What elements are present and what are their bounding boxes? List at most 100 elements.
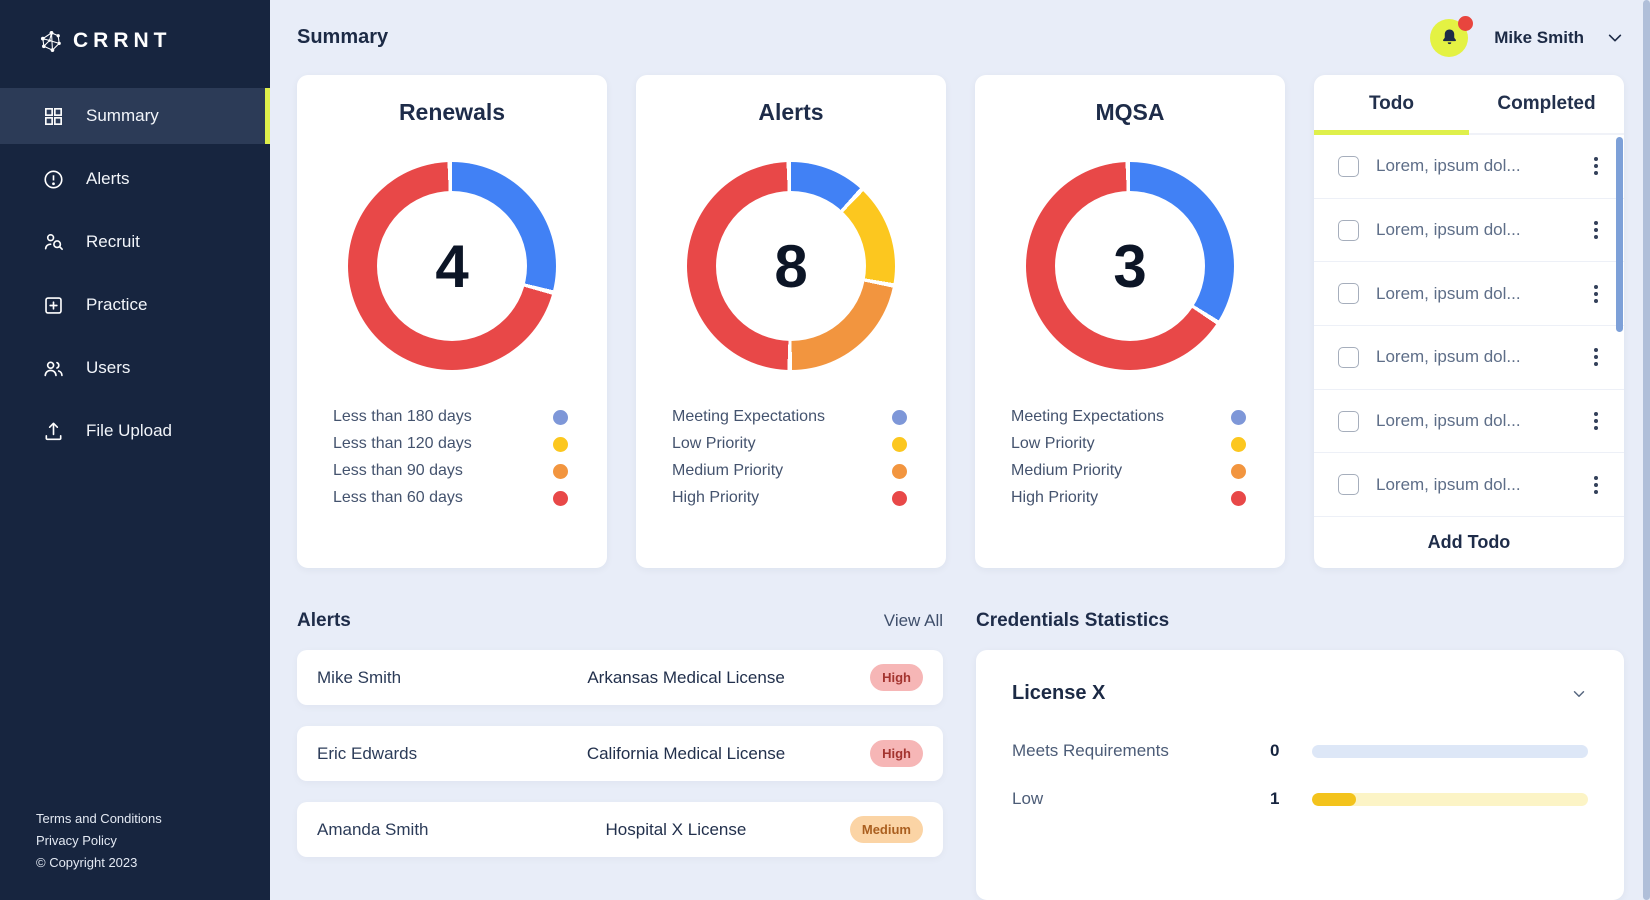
todo-list-item: Lorem, ipsum dol... [1314, 326, 1624, 390]
alerts-section-title: Alerts [297, 610, 351, 631]
credentials-section-title: Credentials Statistics [976, 610, 1170, 631]
card-title: Renewals [398, 99, 506, 126]
todo-list-item: Lorem, ipsum dol... [1314, 199, 1624, 263]
alerts-legend: Meeting Expectations Low Priority Medium… [636, 408, 946, 507]
notifications-button[interactable] [1430, 15, 1474, 57]
priority-badge: High [870, 740, 923, 767]
todo-list-item: Lorem, ipsum dol... [1314, 262, 1624, 327]
legend-dot [1231, 490, 1246, 506]
todo-checkbox[interactable] [1338, 474, 1359, 496]
todo-tabs: Todo Completed [1314, 75, 1624, 136]
legend-dot [553, 436, 568, 452]
alert-row[interactable]: Eric Edwards California Medical License … [297, 726, 943, 781]
credentials-section: Credentials Statistics License X Meets R… [976, 610, 1624, 900]
legend-dot [1231, 463, 1246, 479]
kebab-menu-icon[interactable] [1588, 214, 1604, 246]
todo-scrollbar[interactable] [1616, 137, 1623, 333]
terms-link[interactable]: Terms and Conditions [36, 811, 162, 826]
chevron-down-icon [1608, 34, 1622, 42]
card-title: MQSA [1095, 99, 1165, 126]
alert-person-name: Amanda Smith [317, 819, 429, 839]
sidebar-item-label: Practice [86, 295, 148, 314]
sidebar: CRRNT Summary Alerts Recruit [0, 0, 270, 900]
todo-checkbox[interactable] [1338, 219, 1359, 241]
alert-person-name: Mike Smith [317, 667, 402, 687]
sidebar-item-alerts[interactable]: Alerts [0, 151, 270, 207]
view-all-link[interactable]: View All [883, 611, 943, 630]
copyright-text: © Copyright 2023 [36, 855, 138, 870]
network-logo-icon [40, 30, 61, 52]
sidebar-item-label: Alerts [86, 169, 130, 188]
legend-label: Less than 180 days [333, 408, 472, 426]
sidebar-item-recruit[interactable]: Recruit [0, 214, 270, 270]
legend-label: Less than 60 days [333, 489, 463, 507]
priority-badge: High [870, 664, 923, 691]
alert-person-name: Eric Edwards [317, 743, 418, 763]
mqsa-donut-chart: 3 [1026, 162, 1234, 371]
sidebar-footer: Terms and Conditions Privacy Policy © Co… [0, 808, 270, 900]
users-icon [44, 360, 63, 376]
kebab-menu-icon[interactable] [1588, 150, 1604, 182]
tab-todo[interactable]: Todo [1314, 75, 1469, 136]
page-scrollbar[interactable] [1643, 0, 1650, 900]
legend-label: Less than 90 days [333, 462, 463, 480]
credentials-stat-row: Meets Requirements 0 [1012, 741, 1588, 761]
legend-dot [553, 490, 568, 506]
main-content: Summary Mike Smith Renewa [270, 0, 1650, 900]
user-menu-name[interactable]: Mike Smith [1494, 27, 1584, 47]
todo-list: Lorem, ipsum dol... Lorem, ipsum dol... … [1314, 135, 1624, 518]
grid-icon [45, 107, 62, 125]
sidebar-item-practice[interactable]: Practice [0, 277, 270, 333]
sidebar-item-summary[interactable]: Summary [0, 88, 270, 144]
todo-list-item: Lorem, ipsum dol... [1314, 135, 1624, 199]
user-menu-chevron[interactable] [1606, 29, 1624, 47]
legend-dot [892, 436, 907, 452]
tab-completed[interactable]: Completed [1497, 93, 1596, 115]
kebab-menu-icon[interactable] [1588, 405, 1604, 437]
todo-item-text: Lorem, ipsum dol... [1376, 156, 1521, 176]
stat-value: 1 [1270, 789, 1280, 808]
credentials-stat-row: Low 1 [1012, 789, 1588, 809]
legend-dot [1231, 436, 1246, 452]
todo-checkbox[interactable] [1338, 155, 1359, 177]
chevron-down-icon [1573, 690, 1585, 697]
kebab-menu-icon[interactable] [1588, 469, 1604, 501]
stat-progress-bar [1312, 744, 1588, 758]
legend-label: High Priority [672, 489, 760, 507]
license-group-header[interactable]: License X [1012, 682, 1588, 705]
privacy-link[interactable]: Privacy Policy [36, 833, 117, 848]
notification-dot [1458, 15, 1474, 31]
credentials-card: License X Meets Requirements 0 Low 1 [976, 650, 1624, 900]
person-search-icon [44, 233, 63, 250]
legend-label: Less than 120 days [333, 435, 472, 453]
donut-center-value: 4 [435, 232, 469, 300]
todo-checkbox[interactable] [1338, 346, 1359, 368]
renewals-card: Renewals 4 Less than 180 days Less than … [297, 75, 607, 568]
renewals-legend: Less than 180 days Less than 120 days Le… [297, 408, 607, 507]
alert-license: Arkansas Medical License [587, 667, 785, 687]
summary-cards-row: Renewals 4 Less than 180 days Less than … [297, 75, 1624, 568]
todo-list-item: Lorem, ipsum dol... [1314, 453, 1624, 518]
stat-label: Low [1012, 789, 1044, 808]
kebab-menu-icon[interactable] [1588, 278, 1604, 310]
card-title: Alerts [758, 99, 824, 126]
legend-label: Meeting Expectations [672, 408, 825, 426]
mqsa-card: MQSA 3 Meeting Expectations Low Priority… [975, 75, 1285, 568]
alert-row[interactable]: Mike Smith Arkansas Medical License High [297, 650, 943, 705]
sidebar-nav: Summary Alerts Recruit Practice [0, 88, 270, 466]
todo-checkbox[interactable] [1338, 283, 1359, 305]
legend-dot [892, 409, 907, 425]
sidebar-item-users[interactable]: Users [0, 340, 270, 396]
legend-label: Low Priority [672, 435, 756, 453]
page-title: Summary [297, 26, 389, 49]
alert-row[interactable]: Amanda Smith Hospital X License Medium [297, 802, 943, 857]
donut-center-value: 8 [774, 232, 808, 300]
todo-checkbox[interactable] [1338, 410, 1359, 432]
add-todo-button[interactable]: Add Todo [1427, 532, 1511, 552]
sidebar-item-file-upload[interactable]: File Upload [0, 403, 270, 459]
brand-logo: CRRNT [0, 0, 270, 82]
kebab-menu-icon[interactable] [1588, 341, 1604, 373]
todo-item-text: Lorem, ipsum dol... [1376, 347, 1521, 367]
legend-dot [892, 463, 907, 479]
priority-badge: Medium [849, 816, 923, 843]
